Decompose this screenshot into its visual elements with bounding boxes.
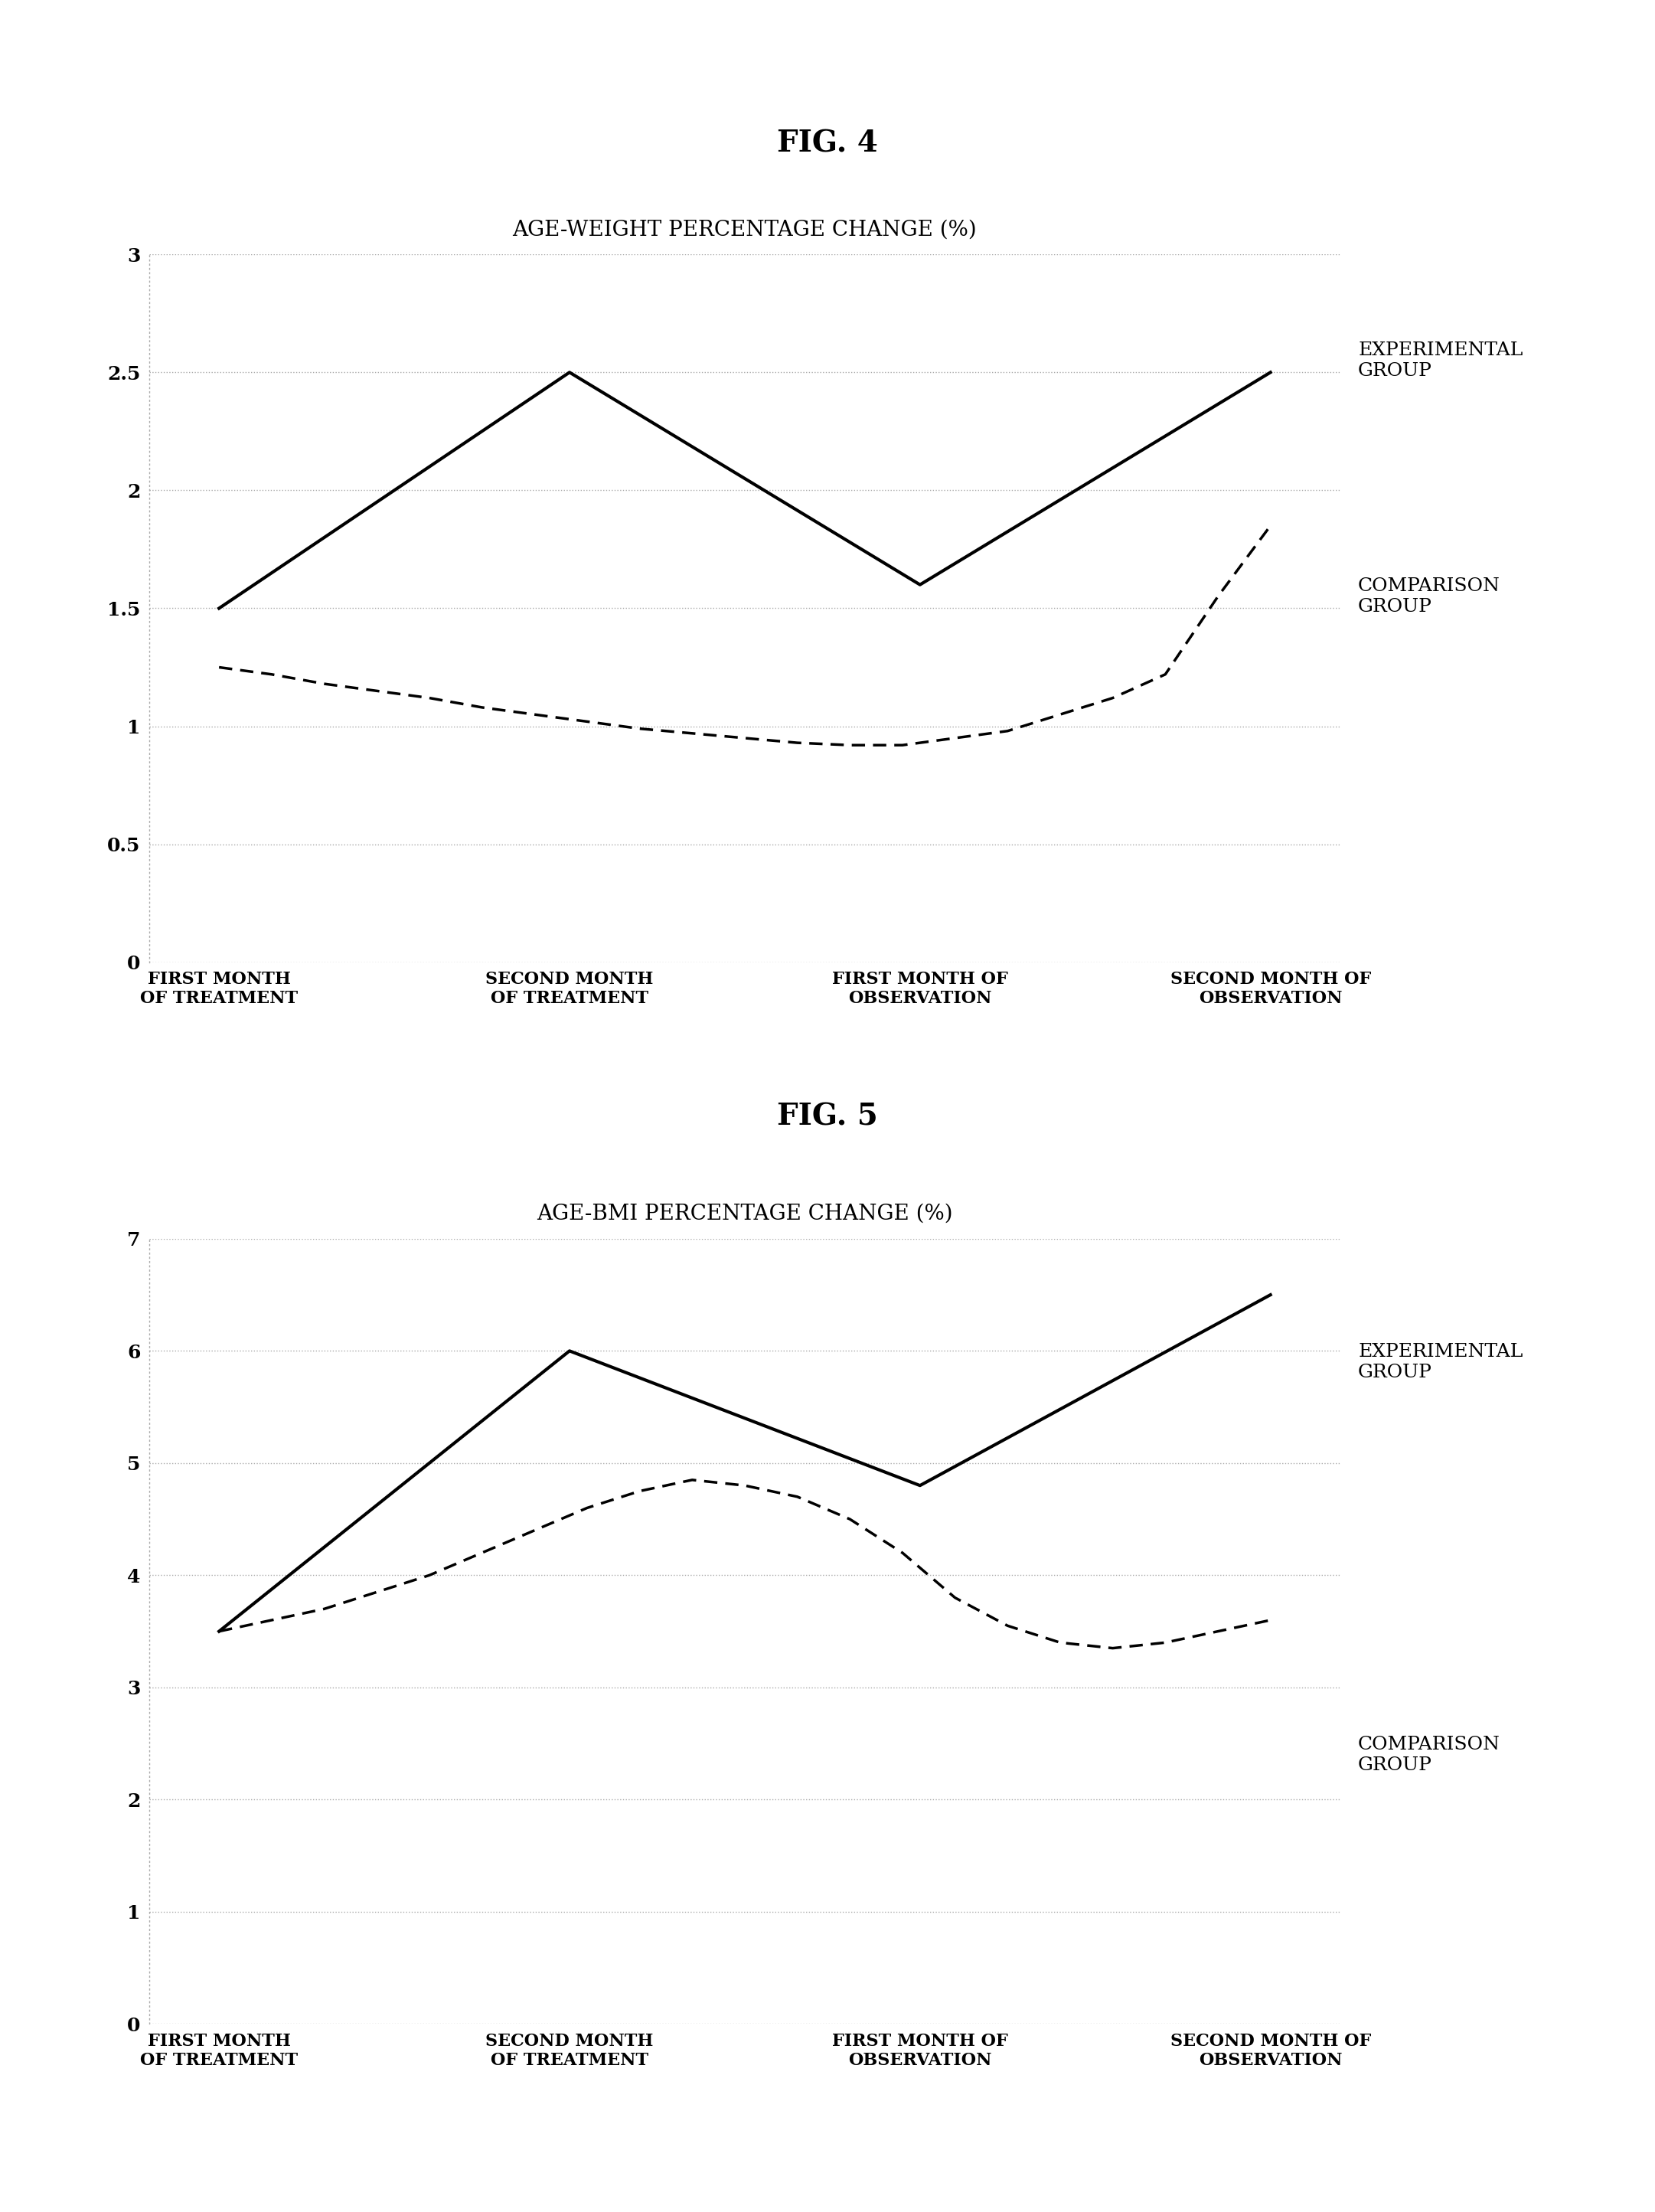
Title: AGE-WEIGHT PERCENTAGE CHANGE (%): AGE-WEIGHT PERCENTAGE CHANGE (%) bbox=[513, 219, 976, 239]
Text: COMPARISON
GROUP: COMPARISON GROUP bbox=[1359, 1736, 1501, 1774]
Text: FIG. 4: FIG. 4 bbox=[778, 128, 877, 159]
Text: EXPERIMENTAL
GROUP: EXPERIMENTAL GROUP bbox=[1359, 341, 1523, 380]
Text: EXPERIMENTAL
GROUP: EXPERIMENTAL GROUP bbox=[1359, 1343, 1523, 1380]
Text: COMPARISON
GROUP: COMPARISON GROUP bbox=[1359, 577, 1501, 615]
Title: AGE-BMI PERCENTAGE CHANGE (%): AGE-BMI PERCENTAGE CHANGE (%) bbox=[536, 1203, 953, 1223]
Text: FIG. 5: FIG. 5 bbox=[778, 1102, 877, 1133]
